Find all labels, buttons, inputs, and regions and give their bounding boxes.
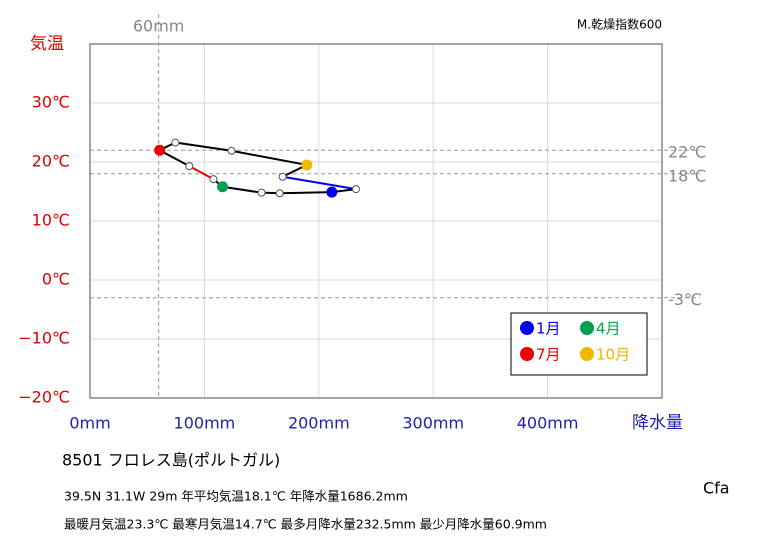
x-tick-label: 300mm xyxy=(402,414,464,433)
month-point xyxy=(326,186,338,198)
info-line: 最暖月気温23.3℃ 最寒月気温14.7℃ 最多月降水量232.5mm 最少月降… xyxy=(64,517,547,532)
y-tick-label: 20℃ xyxy=(32,152,70,171)
month-point xyxy=(257,188,266,197)
info-line: 39.5N 31.1W 29m 年平均気温18.1℃ 年降水量1686.2mm xyxy=(64,489,408,504)
y-tick-label: −20℃ xyxy=(18,388,70,407)
climate-segment xyxy=(222,185,262,194)
climate-segment xyxy=(188,165,214,180)
y-tick-label: 30℃ xyxy=(32,93,70,112)
legend-box xyxy=(510,312,648,376)
y-tick-label: −10℃ xyxy=(18,329,70,348)
legend-label: 7月 xyxy=(536,346,561,364)
month-point xyxy=(171,138,180,147)
y-tick-label: 0℃ xyxy=(42,270,70,289)
legend-marker xyxy=(520,321,534,335)
climate-segment xyxy=(279,191,332,195)
month-point xyxy=(216,181,228,193)
climate-segment xyxy=(175,141,232,152)
month-point xyxy=(227,146,236,155)
month-point xyxy=(351,185,360,194)
x-axis-title: 降水量 xyxy=(632,413,683,433)
y-axis-title: 気温 xyxy=(30,34,64,54)
legend-marker xyxy=(580,347,594,361)
y-tick-label: 10℃ xyxy=(32,211,70,230)
month-point xyxy=(301,159,313,171)
x-tick-label: 200mm xyxy=(288,414,350,433)
month-point xyxy=(209,175,218,184)
reference-label: 18℃ xyxy=(668,166,706,185)
x-tick-label: 100mm xyxy=(174,414,236,433)
dryness-note: M.乾燥指数600 xyxy=(577,17,662,32)
month-point xyxy=(154,144,166,156)
legend-label: 1月 xyxy=(536,320,561,338)
legend-label: 4月 xyxy=(596,320,621,338)
climate-segment xyxy=(231,149,307,166)
reference-label: 22℃ xyxy=(668,143,706,162)
station-name: 8501 フロレス島(ポルトガル) xyxy=(62,451,280,470)
legend-marker xyxy=(520,347,534,361)
legend-label: 10月 xyxy=(596,346,630,364)
reference-label: -3℃ xyxy=(668,290,702,309)
climate-segment xyxy=(282,175,357,191)
legend-marker xyxy=(580,321,594,335)
x-tick-label: 400mm xyxy=(517,414,579,433)
plot-frame xyxy=(89,43,663,399)
month-point xyxy=(185,162,194,171)
month-point xyxy=(275,189,284,198)
climate-class: Cfa xyxy=(703,479,730,498)
x-tick-label: 0mm xyxy=(69,414,110,433)
climate-segment xyxy=(159,149,190,168)
reference-label: 60mm xyxy=(133,17,185,36)
month-point xyxy=(278,172,287,181)
